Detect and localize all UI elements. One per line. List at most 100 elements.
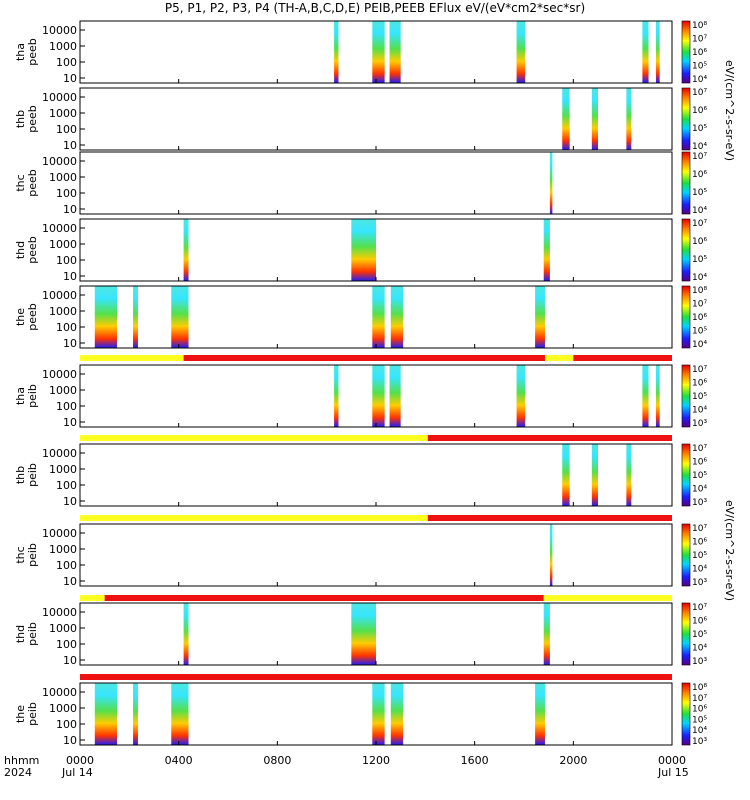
colorbar-tick-label: 10⁶ [692,106,707,116]
mode-bar-segment [183,355,545,361]
colorbar [681,151,691,215]
data-block [591,444,598,506]
colorbar-tick-label: 10⁵ [692,327,707,337]
data-block [390,683,404,745]
mode-bar [80,674,672,680]
year-label: 2024 [4,766,32,779]
colorbar-tick-label: 10⁵ [692,630,707,640]
data-block [372,365,385,427]
y-tick-label: 1000 [49,543,77,556]
colorbar-tick-label: 10⁸ [692,21,707,31]
data-block [351,603,376,665]
data-block [94,683,117,745]
mode-bar-segment [573,355,672,361]
y-tick-label: 1000 [49,107,77,120]
data-block [133,286,138,348]
y-tick-label: 100 [56,56,77,69]
colorbar [681,364,691,428]
mode-bar-segment [80,595,105,601]
time-row-label: hhmm [4,754,39,767]
y-tick-label: 100 [56,559,77,572]
y-tick-label: 10 [63,495,77,508]
y-tick-label: 100 [56,718,77,731]
figure-title: P5, P1, P2, P3, P4 (TH-A,B,C,D,E) PEIB,P… [165,1,585,15]
colorbar-tick-label: 10⁵ [692,188,707,198]
colorbar-tick-label: 10³ [692,419,707,429]
data-block [549,152,553,214]
data-block [655,21,660,83]
mode-bar-segment [80,515,428,521]
panel-ylabel: thepeeb [14,303,39,331]
data-block [642,21,649,83]
colorbar-tick-label: 10⁵ [692,255,707,265]
colorbar-tick-label: 10⁷ [692,152,707,162]
data-block [183,603,189,665]
y-tick-label: 10 [63,575,77,588]
date-end-label: Jul 15 [657,766,689,779]
colorbar [681,20,691,84]
y-tick-label: 10000 [42,686,77,699]
colorbar-tick-label: 10³ [692,578,707,588]
y-tick-label: 1000 [49,622,77,635]
colorbar-tick-label: 10⁷ [692,219,707,229]
mode-bar-segment [80,435,428,441]
data-block [133,683,138,745]
colorbar-tick-label: 10⁷ [692,524,707,534]
panel-frame [79,151,673,215]
data-block [626,88,632,150]
colorbar-tick-label: 10⁴ [692,726,707,736]
data-block [642,365,649,427]
data-block [591,88,598,150]
colorbar-tick-label: 10⁴ [692,142,707,152]
colorbar-tick-label: 10⁶ [692,617,707,627]
colorbar-tick-label: 10³ [692,498,707,508]
mode-bar [80,595,672,601]
mode-bar-segment [80,674,672,680]
y-tick-label: 10 [63,337,77,350]
colorbar-tick-label: 10⁷ [692,300,707,310]
data-block [655,365,660,427]
data-block [543,603,550,665]
colorbar [681,87,691,151]
colorbar-tick-label: 10⁴ [692,75,707,85]
y-tick-label: 10 [63,654,77,667]
panel-frame [79,443,673,507]
colorbar-tick-label: 10⁴ [692,406,707,416]
y-tick-label: 10000 [42,155,77,168]
mode-bar-segment [104,595,544,601]
y-tick-label: 100 [56,638,77,651]
y-tick-label: 10000 [42,24,77,37]
panel-frame [79,87,673,151]
y-tick-label: 10 [63,270,77,283]
colorbar-unit-electron: eV/(cm^2-s-sr-eV) [723,60,736,161]
colorbar-tick-label: 10⁷ [692,365,707,375]
mode-bar [80,355,672,361]
data-block [516,365,526,427]
data-block [390,286,404,348]
panel-frame [79,523,673,587]
panel-ylabel: thapeeb [14,38,39,66]
panel-ylabel: thcpeib [14,543,39,567]
x-tick-label: 2000 [559,754,587,767]
panel-ylabel: thepeib [14,702,39,726]
y-tick-label: 1000 [49,702,77,715]
colorbar-tick-label: 10⁶ [692,170,707,180]
data-block [535,286,545,348]
y-tick-label: 10 [63,203,77,216]
data-block [543,219,550,281]
colorbar-tick-label: 10⁶ [692,48,707,58]
colorbar [681,218,691,282]
colorbar-tick-label: 10⁶ [692,379,707,389]
colorbar-tick-label: 10⁸ [692,286,707,296]
colorbar [681,285,691,349]
x-tick-label: 1600 [461,754,489,767]
y-tick-label: 10 [63,416,77,429]
y-tick-label: 1000 [49,463,77,476]
colorbar-tick-label: 10⁴ [692,273,707,283]
